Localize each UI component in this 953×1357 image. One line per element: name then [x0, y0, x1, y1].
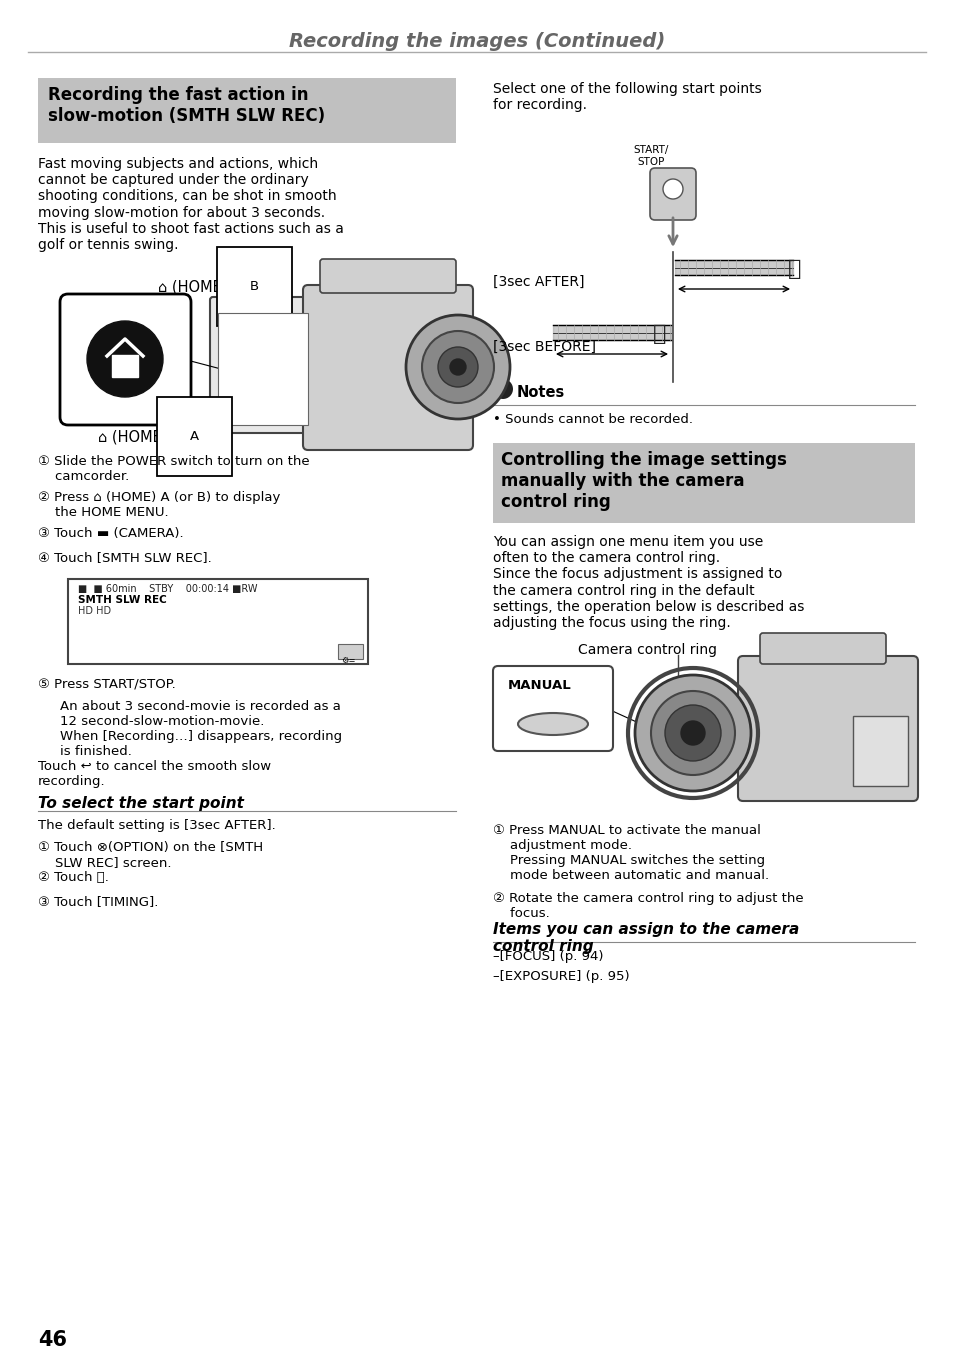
Circle shape	[450, 360, 465, 375]
Text: ⑤ Press START/STOP.: ⑤ Press START/STOP.	[38, 678, 175, 691]
Text: Touch ↩ to cancel the smooth slow
recording.: Touch ↩ to cancel the smooth slow record…	[38, 760, 271, 788]
Text: –[EXPOSURE] (p. 95): –[EXPOSURE] (p. 95)	[493, 970, 629, 982]
Bar	[38, 77, 456, 142]
Text: ⌂ (HOME): ⌂ (HOME)	[158, 280, 232, 294]
FancyBboxPatch shape	[760, 632, 885, 664]
Circle shape	[437, 347, 477, 387]
Text: An about 3 second-movie is recorded as a
12 second-slow-motion-movie.: An about 3 second-movie is recorded as a…	[60, 700, 340, 727]
Text: B: B	[250, 280, 259, 293]
Bar	[68, 579, 368, 664]
Text: [3sec BEFORE]: [3sec BEFORE]	[493, 341, 596, 354]
Text: ④ Touch [SMTH SLW REC].: ④ Touch [SMTH SLW REC].	[38, 551, 212, 565]
Text: To select the start point: To select the start point	[38, 797, 244, 811]
Bar	[852, 716, 907, 786]
Text: When [Recording…] disappears, recording
is finished.: When [Recording…] disappears, recording …	[60, 730, 342, 759]
FancyBboxPatch shape	[649, 168, 696, 220]
Bar	[493, 442, 914, 522]
Text: MANUAL: MANUAL	[507, 678, 571, 692]
Text: SMTH SLW REC: SMTH SLW REC	[78, 594, 167, 605]
Circle shape	[635, 674, 750, 791]
Text: ② Rotate the camera control ring to adjust the
    focus.: ② Rotate the camera control ring to adju…	[493, 892, 802, 920]
Text: ① Slide the POWER switch to turn on the
    camcorder.: ① Slide the POWER switch to turn on the …	[38, 455, 310, 483]
FancyBboxPatch shape	[493, 666, 613, 750]
FancyBboxPatch shape	[738, 655, 917, 801]
Text: Controlling the image settings
manually with the camera
control ring: Controlling the image settings manually …	[500, 451, 786, 510]
Text: Fast moving subjects and actions, which
cannot be captured under the ordinary
sh: Fast moving subjects and actions, which …	[38, 157, 343, 252]
Text: ③ Touch [TIMING].: ③ Touch [TIMING].	[38, 896, 158, 908]
Text: [3sec AFTER]: [3sec AFTER]	[493, 275, 584, 289]
Text: –[FOCUS] (p. 94): –[FOCUS] (p. 94)	[493, 950, 603, 963]
Text: Items you can assign to the camera
control ring: Items you can assign to the camera contr…	[493, 921, 799, 954]
Text: ① Press MANUAL to activate the manual
    adjustment mode.
    Pressing MANUAL s: ① Press MANUAL to activate the manual ad…	[493, 824, 768, 882]
FancyBboxPatch shape	[60, 294, 191, 425]
Circle shape	[650, 691, 734, 775]
Ellipse shape	[517, 712, 587, 735]
Text: ③ Touch ▬ (CAMERA).: ③ Touch ▬ (CAMERA).	[38, 527, 183, 540]
Text: ⛹: ⛹	[787, 259, 801, 280]
Circle shape	[664, 706, 720, 761]
Circle shape	[421, 331, 494, 403]
Circle shape	[680, 721, 704, 745]
Text: A: A	[190, 430, 199, 442]
Text: • Sounds cannot be recorded.: • Sounds cannot be recorded.	[493, 413, 692, 426]
Circle shape	[87, 322, 163, 398]
Text: ■  ■ 60min    STBY    00:00:14 ■RW: ■ ■ 60min STBY 00:00:14 ■RW	[78, 584, 257, 594]
Bar	[112, 356, 138, 377]
Text: START/
STOP: START/ STOP	[633, 145, 668, 167]
Circle shape	[406, 315, 510, 419]
Text: ⌂ (HOME): ⌂ (HOME)	[98, 430, 172, 445]
Text: HD HD: HD HD	[78, 607, 111, 616]
Text: Camera control ring: Camera control ring	[578, 643, 717, 657]
Text: Notes: Notes	[517, 385, 565, 400]
Text: The default setting is [3sec AFTER].: The default setting is [3sec AFTER].	[38, 820, 275, 832]
Text: ⛹: ⛹	[652, 324, 666, 345]
FancyBboxPatch shape	[319, 259, 456, 293]
Text: ② Press ⌂ (HOME) A (or B) to display
    the HOME MENU.: ② Press ⌂ (HOME) A (or B) to display the…	[38, 491, 280, 518]
Text: Select one of the following start points
for recording.: Select one of the following start points…	[493, 81, 760, 113]
Text: ② Touch 📷.: ② Touch 📷.	[38, 871, 109, 883]
Circle shape	[662, 179, 682, 199]
Text: Recording the fast action in
slow-motion (SMTH SLW REC): Recording the fast action in slow-motion…	[48, 85, 325, 125]
Circle shape	[493, 379, 513, 399]
Bar	[218, 313, 308, 425]
FancyBboxPatch shape	[210, 297, 315, 433]
Text: ① Touch ⊗(OPTION) on the [SMTH
    SLW REC] screen.: ① Touch ⊗(OPTION) on the [SMTH SLW REC] …	[38, 841, 263, 868]
Text: You can assign one menu item you use
often to the camera control ring.
Since the: You can assign one menu item you use oft…	[493, 535, 803, 630]
Bar	[337, 645, 363, 660]
Text: ⚙=: ⚙=	[340, 655, 355, 665]
FancyBboxPatch shape	[303, 285, 473, 451]
Text: 46: 46	[38, 1330, 67, 1350]
Text: Recording the images (Continued): Recording the images (Continued)	[289, 33, 664, 52]
